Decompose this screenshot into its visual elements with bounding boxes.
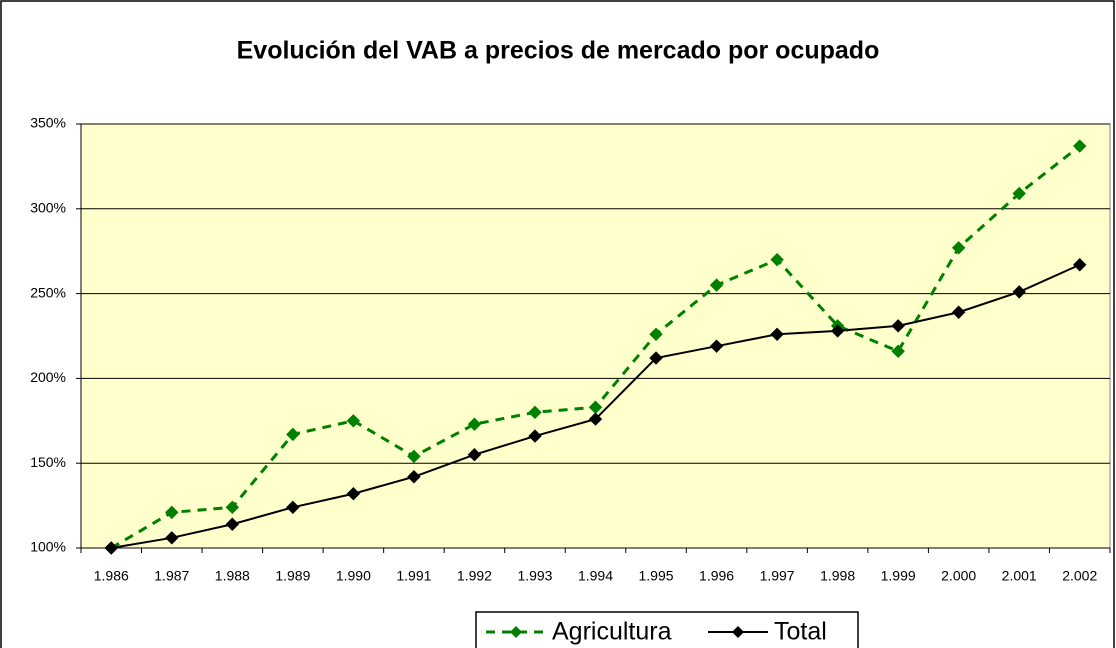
data-point	[407, 470, 421, 484]
data-point	[225, 517, 240, 531]
x-tick-label: 1.997	[760, 568, 795, 584]
data-point	[528, 429, 542, 443]
y-tick-label: 250%	[30, 284, 66, 300]
data-point	[346, 414, 361, 428]
x-tick-label: 1.999	[881, 568, 916, 584]
x-tick-label: 2.002	[1062, 568, 1097, 584]
data-point	[770, 327, 784, 342]
legend-marker	[510, 626, 522, 638]
data-point	[709, 339, 724, 353]
data-point	[407, 449, 421, 464]
data-point	[649, 327, 663, 342]
data-point	[709, 278, 724, 292]
x-tick-label: 1.994	[578, 568, 613, 584]
data-point	[286, 500, 300, 515]
data-point	[1073, 258, 1087, 272]
x-tick-label: 1.991	[396, 568, 431, 584]
data-point	[830, 324, 845, 338]
y-tick-label: 350%	[30, 115, 66, 131]
x-tick-label: 1.986	[94, 568, 129, 584]
data-point	[891, 344, 905, 358]
data-point	[891, 319, 905, 333]
data-point	[1012, 285, 1026, 299]
data-point	[528, 405, 542, 420]
x-tick-label: 1.998	[820, 568, 855, 584]
x-tick-label: 1.987	[154, 568, 189, 584]
x-tick-label: 1.989	[275, 568, 310, 584]
data-point	[588, 412, 603, 426]
x-tick-label: 1.993	[517, 568, 552, 584]
y-tick-label: 150%	[30, 454, 66, 470]
x-tick-label: 1.995	[639, 568, 674, 584]
data-point	[951, 241, 966, 255]
data-point	[1073, 139, 1087, 153]
legend-label: Agricultura	[552, 618, 672, 646]
x-tick-label: 1.988	[215, 568, 250, 584]
legend-marker	[732, 626, 744, 638]
data-point	[104, 541, 118, 555]
data-point	[286, 427, 300, 442]
chart-title: Evolución del VAB a precios de mercado p…	[237, 37, 880, 65]
x-tick-label: 2.001	[1002, 568, 1037, 584]
plot-area	[80, 123, 1111, 549]
data-point	[165, 531, 179, 545]
data-point	[225, 500, 240, 515]
y-tick-label: 300%	[30, 200, 66, 216]
data-point	[1012, 186, 1026, 201]
x-tick-label: 2.000	[941, 568, 976, 584]
y-tick-label: 200%	[30, 369, 66, 385]
data-point	[770, 252, 784, 267]
data-point	[951, 305, 966, 319]
data-point	[346, 487, 361, 501]
legend	[475, 611, 859, 648]
data-point	[467, 448, 482, 462]
y-tick-label: 100%	[30, 539, 66, 555]
data-point	[165, 505, 179, 520]
x-tick-label: 1.990	[336, 568, 371, 584]
legend-label: Total	[774, 618, 827, 646]
x-tick-label: 1.996	[699, 568, 734, 584]
data-point	[467, 417, 482, 431]
data-point	[649, 351, 663, 365]
x-tick-label: 1.992	[457, 568, 492, 584]
